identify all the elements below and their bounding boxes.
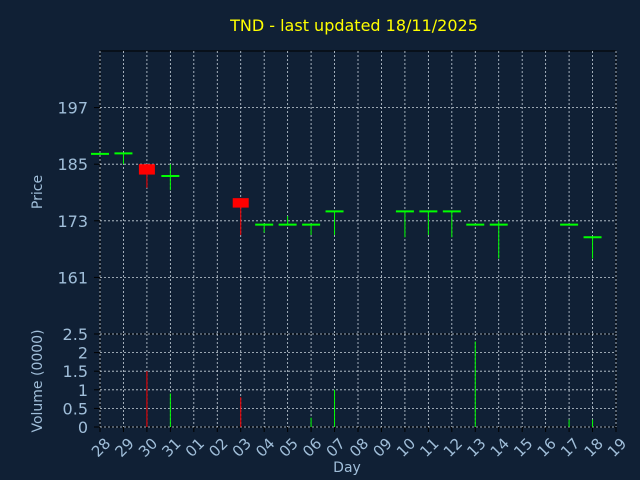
x-tick-label: 04 <box>252 435 278 461</box>
x-tick-label: 07 <box>323 435 349 461</box>
x-tick-labels: 2829303101020304050607080910111213141516… <box>88 435 630 461</box>
price-y-tick-label: 185 <box>57 155 88 174</box>
x-tick-label: 16 <box>534 435 560 461</box>
x-tick-label: 29 <box>111 435 137 461</box>
x-tick-label: 17 <box>557 435 583 461</box>
volume-axis-label: Volume (0000) <box>30 329 46 432</box>
volume-y-tick-label: 1.5 <box>63 362 88 381</box>
x-tick-label: 31 <box>158 435 184 461</box>
price-panel: 161 173 185 197 <box>57 50 617 335</box>
x-tick-label: 01 <box>182 435 208 461</box>
x-tick-label: 06 <box>299 435 325 461</box>
volume-y-tick-label: 0 <box>78 418 88 437</box>
x-tick-label: 12 <box>440 435 466 461</box>
volume-panel: 00.511.522.5 <box>63 325 617 437</box>
x-tick-label: 05 <box>276 435 302 461</box>
x-tick-label: 14 <box>487 435 513 461</box>
candle-body <box>138 164 155 175</box>
candle-body <box>232 198 249 208</box>
x-tick-label: 10 <box>393 435 419 461</box>
price-y-tick-label: 161 <box>57 268 88 287</box>
volume-y-tick-label: 2.5 <box>63 325 88 344</box>
x-tick-label: 15 <box>510 435 536 461</box>
x-tick-label: 30 <box>135 435 161 461</box>
x-tick-label: 19 <box>604 435 630 461</box>
x-tick-label: 03 <box>229 435 255 461</box>
x-tick-label: 09 <box>369 435 395 461</box>
price-y-tick-label: 173 <box>57 212 88 231</box>
price-y-tick-label: 197 <box>57 99 88 118</box>
x-tick-label: 13 <box>463 435 489 461</box>
x-tick-label: 08 <box>346 435 372 461</box>
x-tick-label: 02 <box>205 435 231 461</box>
x-tick-label: 11 <box>416 435 442 461</box>
price-axis-label: Price <box>30 175 46 209</box>
day-axis-label: Day <box>333 460 361 476</box>
x-tick-label: 28 <box>88 435 114 461</box>
chart-title: TND - last updated 18/11/2025 <box>229 16 478 35</box>
x-tick-label: 18 <box>581 435 607 461</box>
volume-y-tick-label: 1 <box>78 381 88 400</box>
volume-y-tick-label: 0.5 <box>63 399 88 418</box>
volume-y-tick-label: 2 <box>78 344 88 363</box>
